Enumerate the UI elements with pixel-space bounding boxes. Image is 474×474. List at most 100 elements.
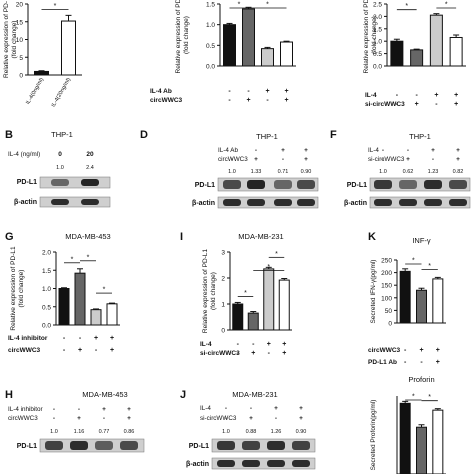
condition-label: IL-4 (ng/ml) [8, 151, 40, 158]
chart-title: INF-γ [412, 236, 431, 245]
blot-band [247, 180, 265, 189]
y-tick-label: 0.0 [42, 323, 51, 330]
significance-star: * [238, 2, 241, 9]
y-axis-label: (fold change) [210, 272, 217, 310]
blot-band [242, 441, 260, 450]
blot-title: THP-1 [256, 132, 278, 141]
condition-value: + [436, 359, 440, 366]
y-tick-label: 2.0 [42, 250, 51, 257]
blot-row-label: β-actin [186, 461, 209, 468]
condition-value: - [79, 335, 82, 342]
blot-title: THP-1 [409, 132, 431, 141]
condition-value: + [249, 415, 253, 422]
condition-value: - [231, 156, 233, 163]
panel-letter: B [5, 129, 13, 141]
condition-value: - [404, 347, 407, 354]
condition-label: IL-4 [365, 92, 377, 99]
blot-strip [39, 438, 145, 453]
significance-star: * [428, 394, 431, 401]
y-tick-label: 0.0 [206, 64, 215, 71]
bar [247, 312, 259, 331]
blot-band [267, 460, 285, 467]
blot-band [45, 441, 63, 450]
condition-label: si-circWWC3 [200, 350, 240, 357]
significance-star: * [428, 263, 431, 270]
condition-label: IL-4 Ab [218, 147, 238, 154]
y-axis-label: Secreted Proforin(pg/ml) [370, 400, 377, 471]
condition-value: - [407, 147, 409, 154]
condition-value: + [406, 156, 410, 163]
bar [416, 426, 427, 474]
condition-value: + [304, 147, 308, 154]
condition-value: - [404, 359, 407, 366]
y-axis-label: (fold change) [183, 16, 190, 54]
blot-band [217, 460, 235, 467]
condition-value: + [454, 92, 458, 99]
category-label: IL-4(0ng/ml) [25, 77, 45, 106]
chart-title: Proforin [408, 375, 434, 384]
blot-band [274, 180, 292, 189]
panel-letter: I [180, 231, 183, 243]
quantification-value: 0.86 [124, 429, 135, 435]
chart-title: MDA-MB-231 [238, 232, 283, 241]
bar [106, 303, 118, 326]
condition-value: - [382, 147, 384, 154]
y-axis-label: Relative expression of PD-L1 [10, 246, 17, 331]
condition-value: + [78, 347, 82, 354]
blot-band [70, 441, 88, 450]
condition-label: si-circWWC3 [368, 156, 405, 163]
condition-value: + [127, 415, 131, 422]
condition-value: + [454, 101, 458, 108]
blot-row-label: PD-L1 [347, 182, 367, 189]
bar [399, 270, 411, 324]
blot-row-label: PD-L1 [17, 443, 37, 450]
y-axis-label: Relative expression of PD- [175, 0, 182, 73]
blot-strip [39, 196, 111, 208]
bar [432, 278, 444, 324]
condition-value: - [63, 347, 66, 354]
condition-value: + [419, 347, 423, 354]
significance-star: * [412, 394, 415, 401]
bar [429, 14, 443, 67]
condition-label: si-circWWC3 [365, 101, 405, 108]
bar [242, 8, 255, 67]
bar [261, 48, 274, 67]
condition-label: IL-4 [200, 405, 211, 412]
bar [390, 40, 404, 67]
condition-value: + [110, 335, 114, 342]
condition-value: - [382, 156, 384, 163]
y-tick-label: 2 [221, 276, 225, 283]
condition-value: - [103, 415, 105, 422]
blot-band [449, 199, 467, 206]
quantification-value: 1.0 [50, 429, 58, 435]
blot-band [399, 199, 417, 206]
blot-band [247, 199, 265, 206]
quantification-value: 0.62 [403, 169, 414, 175]
blot-row-label: PD-L1 [189, 443, 209, 450]
condition-value: - [420, 359, 423, 366]
condition-value: - [275, 415, 277, 422]
quantification-value: 0.90 [301, 169, 312, 175]
y-tick-label: 0.5 [42, 304, 51, 311]
y-axis-label: Secreted IFN-γ(pg/ml) [370, 260, 377, 324]
condition-value: + [77, 415, 81, 422]
panel-letter: J [180, 389, 186, 401]
blot-band [120, 441, 138, 450]
condition-value: + [274, 405, 278, 412]
blot-title: MDA-MB-231 [232, 390, 277, 399]
condition-label: si-circWWC3 [200, 415, 237, 422]
quantification-value: 1.0 [56, 165, 64, 171]
blot-band [424, 180, 442, 189]
condition-value: + [254, 156, 258, 163]
quantification-value: 0.90 [296, 429, 307, 435]
panel-letter: H [5, 389, 13, 401]
condition-value: - [95, 347, 98, 354]
condition-value: - [396, 101, 399, 108]
condition-value: - [396, 92, 399, 99]
y-tick-label: 250 [381, 258, 392, 265]
blot-band [292, 441, 310, 450]
bar [432, 409, 444, 474]
blot-strip [211, 457, 316, 470]
significance-star: * [71, 256, 74, 263]
